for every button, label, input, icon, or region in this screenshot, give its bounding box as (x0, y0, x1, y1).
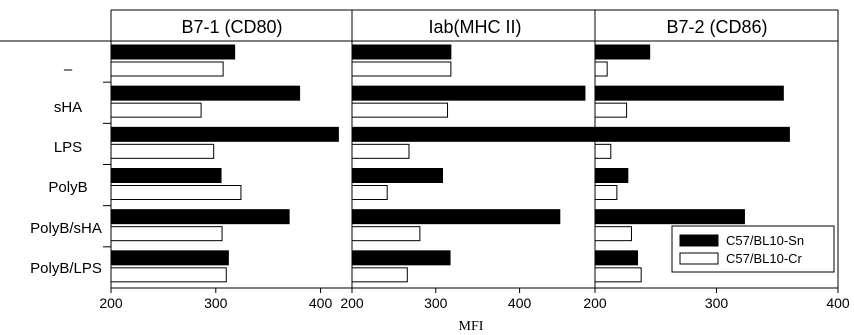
bar-cr (110, 267, 227, 283)
category-label-sha: sHA (54, 99, 82, 116)
bar-cr (351, 226, 421, 242)
legend: C57/BL10-Sn C57/BL10-Cr (671, 225, 835, 273)
bar-sn (110, 44, 236, 60)
legend-label-sn: C57/BL10-Sn (726, 233, 804, 248)
bar-cr (594, 185, 618, 200)
bar-cr (110, 185, 242, 200)
legend-swatch-sn (679, 234, 719, 247)
category-label-lps: LPS (54, 139, 82, 156)
x-tick-label: 300 (705, 295, 729, 311)
bar-cr (110, 61, 224, 77)
bar-cr (110, 143, 215, 159)
bar-sn (351, 126, 596, 142)
bar-sn (594, 250, 639, 266)
bar-sn (351, 85, 586, 101)
x-tick-label: 200 (99, 295, 123, 311)
panel-title-cd80: B7-1 (CD80) (181, 17, 282, 37)
legend-label-cr: C57/BL10-Cr (726, 251, 803, 266)
x-tick-label: 200 (583, 295, 607, 311)
category-label-untreated: – (64, 61, 73, 78)
category-labels: – sHA LPS PolyB PolyB/sHA PolyB/LPS (30, 61, 102, 277)
bar-cr (594, 226, 632, 242)
panel-title-mhc-ii: Iab(MHC II) (428, 17, 521, 37)
bar-sn (594, 168, 629, 183)
panel-cd86: 200 300 400 (583, 10, 850, 311)
x-tick-label: 400 (508, 295, 532, 311)
bar-sn (351, 168, 443, 183)
bar-cr (351, 61, 452, 77)
bar-cr (351, 102, 449, 118)
bar-cr (594, 102, 628, 118)
bar-cr (594, 61, 608, 77)
category-label-polyb-sha: PolyB/sHA (30, 220, 102, 237)
x-tick-label: 300 (204, 295, 228, 311)
x-tick-label: 400 (826, 295, 850, 311)
bar-cr (351, 143, 410, 159)
panel-title-cd86: B7-2 (CD86) (666, 17, 767, 37)
bar-sn (594, 44, 651, 60)
x-tick-label: 200 (340, 295, 364, 311)
bar-sn (594, 85, 784, 101)
bar-cr (110, 102, 202, 118)
bar-sn (110, 85, 301, 101)
category-label-polyb-lps: PolyB/LPS (30, 260, 102, 277)
bar-cr (110, 226, 223, 242)
bar-cr (594, 143, 612, 159)
bar-sn (110, 126, 339, 142)
bar-sn (351, 209, 561, 225)
bar-sn (351, 250, 451, 266)
bar-cr (351, 267, 408, 283)
category-label-polyb: PolyB (48, 179, 87, 196)
bar-sn (110, 168, 222, 183)
bar-cr (594, 267, 642, 283)
panels-layer: 200 300 400 200 300 400 200 300 400 (99, 10, 850, 311)
x-tick-label: 300 (424, 295, 448, 311)
bar-cr (351, 185, 388, 200)
x-tick-label: 400 (309, 295, 333, 311)
bar-sn (351, 44, 452, 60)
bar-sn (110, 209, 290, 225)
legend-swatch-cr (679, 252, 719, 265)
panel-mhc-ii: 200 300 400 (340, 10, 596, 311)
bar-sn (594, 126, 790, 142)
bar-sn (594, 209, 745, 225)
x-axis-label: MFI (459, 319, 484, 334)
bar-sn (110, 250, 229, 266)
